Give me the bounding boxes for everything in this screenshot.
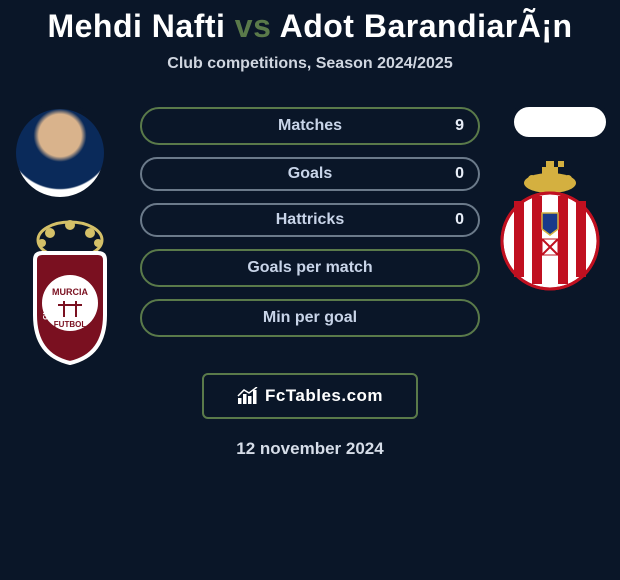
stat-value-right: 9 bbox=[455, 117, 464, 135]
stat-value-right: 0 bbox=[455, 165, 464, 183]
stat-label: Hattricks bbox=[276, 211, 344, 229]
comparison-title: Mehdi Nafti vs Adot BarandiarÃ¡n bbox=[0, 0, 620, 45]
chart-icon bbox=[237, 387, 259, 405]
stat-row: Goals 0 bbox=[140, 157, 480, 191]
player2-name: Adot BarandiarÃ¡n bbox=[280, 8, 573, 44]
svg-text:FUTBOL: FUTBOL bbox=[54, 320, 87, 329]
stat-row: Matches 9 bbox=[140, 107, 480, 145]
generation-date: 12 november 2024 bbox=[0, 439, 620, 459]
svg-text:MURCIA: MURCIA bbox=[52, 287, 88, 297]
club2-crest bbox=[500, 161, 600, 301]
stat-label: Matches bbox=[278, 117, 342, 135]
svg-text:CLUB: CLUB bbox=[43, 300, 50, 319]
stat-value-right: 0 bbox=[455, 211, 464, 229]
stat-row: Goals per match bbox=[140, 249, 480, 287]
player1-name: Mehdi Nafti bbox=[47, 8, 225, 44]
brand-label: FcTables.com bbox=[265, 386, 383, 406]
stat-label: Min per goal bbox=[263, 309, 357, 327]
stat-label: Goals per match bbox=[247, 259, 372, 277]
subtitle: Club competitions, Season 2024/2025 bbox=[0, 55, 620, 73]
stat-row: Hattricks 0 bbox=[140, 203, 480, 237]
stats-list: Matches 9 Goals 0 Hattricks 0 Goals per match M… bbox=[140, 103, 480, 337]
player1-avatar bbox=[10, 103, 110, 203]
player2-avatar bbox=[510, 103, 610, 141]
club1-crest: MURCIA FUTBOL CLUB bbox=[20, 215, 120, 365]
vs-label: vs bbox=[235, 8, 272, 44]
stat-label: Goals bbox=[288, 165, 332, 183]
content-area: MURCIA FUTBOL CLUB Matches9Goals0Hattric… bbox=[0, 103, 620, 459]
brand-box: FcTables.com bbox=[202, 373, 418, 419]
stat-row: Min per goal bbox=[140, 299, 480, 337]
